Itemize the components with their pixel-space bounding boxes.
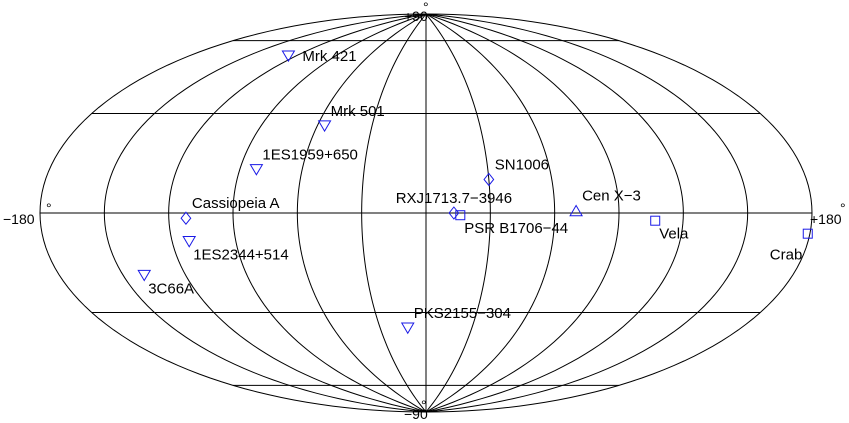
axis-label-bottom: −90 bbox=[404, 406, 428, 422]
source-label: 3C66A bbox=[148, 281, 194, 298]
source-label: Cassiopeia A bbox=[192, 195, 280, 212]
source-marker-square bbox=[455, 210, 466, 221]
source-marker-triangle-down bbox=[317, 120, 332, 133]
axis-degree-bottom: ° bbox=[421, 397, 427, 413]
source-label: Cen X−3 bbox=[582, 188, 641, 205]
axis-label-left: −180 bbox=[3, 211, 35, 227]
source-marker-square bbox=[802, 228, 813, 239]
source-label: Mrk 501 bbox=[331, 103, 385, 120]
source-label: Crab bbox=[770, 247, 803, 264]
axis-labels: −180 ° +180 ° +90 ° −90 ° bbox=[3, 0, 846, 422]
source-label: PSR B1706−44 bbox=[464, 220, 568, 237]
axis-label-top: +90 bbox=[404, 8, 428, 24]
source-label: Mrk 421 bbox=[302, 48, 356, 65]
source-marker-triangle-down bbox=[400, 322, 415, 335]
source-marker-diamond bbox=[180, 211, 192, 226]
source-label: 1ES1959+650 bbox=[262, 147, 358, 164]
source-label: RXJ1713.7−3946 bbox=[396, 190, 512, 207]
axis-degree-right: ° bbox=[840, 200, 846, 216]
axis-degree-left: ° bbox=[46, 200, 52, 216]
source-label: PKS2155−304 bbox=[414, 305, 511, 322]
source-label: Vela bbox=[659, 226, 689, 243]
source-points: Mrk 421 Mrk 501 1ES1959+650 Cassiopeia A 1ES… bbox=[137, 48, 813, 335]
source-label: SN1006 bbox=[495, 157, 549, 174]
source-marker-triangle-down bbox=[281, 50, 296, 63]
source-marker-triangle-up bbox=[569, 204, 583, 217]
projection-grid bbox=[39, 13, 813, 413]
axis-degree-top: ° bbox=[423, 0, 429, 15]
source-label: 1ES2344+514 bbox=[193, 247, 289, 264]
source-marker-square bbox=[650, 215, 661, 226]
source-marker-diamond bbox=[483, 172, 495, 187]
source-marker-triangle-down bbox=[137, 269, 152, 282]
axis-label-right: +180 bbox=[810, 211, 842, 227]
source-marker-triangle-down bbox=[249, 164, 264, 176]
source-marker-triangle-down bbox=[182, 236, 197, 248]
